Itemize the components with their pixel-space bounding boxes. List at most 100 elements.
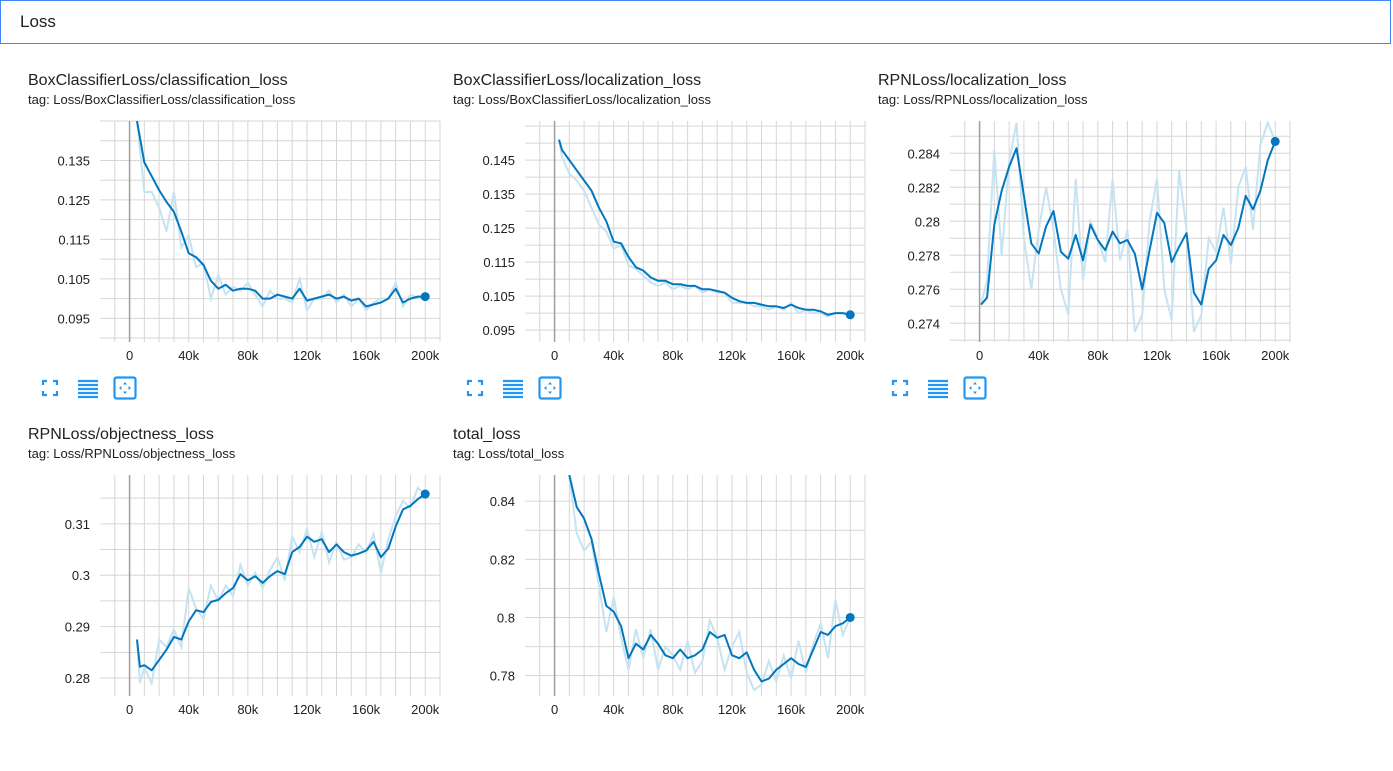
chart-tag: tag: Loss/BoxClassifierLoss/localization… [453, 92, 711, 107]
y-tick-label: 0.284 [907, 146, 940, 161]
fit-domain-icon[interactable] [538, 376, 562, 400]
y-tick-label: 0.115 [483, 255, 515, 270]
line-chart[interactable]: 0 40k 80k 120k 160k 200k 0.274 0.276 0.278 0.28 0.… [878, 117, 1298, 377]
x-tick-label: 200k [836, 348, 865, 363]
toggle-log-scale-icon[interactable] [501, 376, 525, 400]
chart-title: BoxClassifierLoss/localization_loss [453, 72, 702, 89]
x-tick-label: 40k [178, 702, 199, 717]
fullscreen-icon[interactable] [463, 376, 487, 400]
y-tick-label: 0.095 [57, 311, 90, 326]
raw-series-line [558, 139, 851, 318]
x-tick-label: 80k [662, 348, 683, 363]
y-tick-label: 0.115 [58, 232, 90, 247]
x-tick-label: 0 [551, 702, 558, 717]
y-tick-label: 0.78 [490, 669, 515, 684]
smoothed-series-line [568, 475, 851, 683]
y-tick-label: 0.145 [482, 153, 515, 168]
x-tick-label: 80k [662, 702, 683, 717]
x-tick-label: 80k [237, 348, 258, 363]
toggle-log-scale-icon[interactable] [926, 376, 950, 400]
y-tick-label: 0.29 [65, 620, 90, 635]
y-tick-label: 0.84 [490, 494, 515, 509]
x-tick-label: 80k [1087, 348, 1108, 363]
x-tick-label: 40k [603, 348, 624, 363]
y-tick-label: 0.125 [57, 193, 90, 208]
smoothed-series-line [136, 121, 426, 308]
last-point-marker [420, 489, 430, 499]
y-tick-label: 0.125 [482, 221, 515, 236]
chart-tag: tag: Loss/RPNLoss/objectness_loss [28, 446, 236, 461]
chart-tag: tag: Loss/total_loss [453, 446, 565, 461]
chart-card: RPNLoss/objectness_loss tag: Loss/RPNLoss… [28, 426, 448, 771]
x-tick-label: 200k [411, 348, 440, 363]
line-chart[interactable]: 0 40k 80k 120k 160k 200k 0.28 0.29 0.3 0.31 [28, 471, 448, 731]
x-tick-label: 0 [976, 348, 983, 363]
chart-title: total_loss [453, 426, 521, 443]
x-tick-label: 160k [352, 702, 381, 717]
y-tick-label: 0.095 [482, 323, 515, 338]
y-tick-label: 0.105 [57, 272, 90, 287]
toggle-log-scale-icon[interactable] [76, 376, 100, 400]
x-tick-label: 160k [777, 702, 806, 717]
y-tick-label: 0.276 [907, 282, 940, 297]
chart-title: BoxClassifierLoss/classification_loss [28, 72, 288, 89]
y-tick-label: 0.135 [57, 153, 90, 168]
smoothed-series-line [558, 139, 851, 316]
x-tick-label: 200k [1261, 348, 1290, 363]
y-tick-label: 0.28 [915, 214, 940, 229]
x-tick-label: 0 [126, 702, 133, 717]
x-tick-label: 0 [126, 348, 133, 363]
raw-series-line [980, 121, 1277, 333]
x-tick-label: 160k [352, 348, 381, 363]
last-point-marker [420, 292, 430, 302]
y-tick-label: 0.105 [482, 289, 515, 304]
x-tick-label: 0 [551, 348, 558, 363]
raw-series-line [568, 475, 852, 692]
chart-title: RPNLoss/localization_loss [878, 72, 1067, 89]
raw-series-line [136, 121, 426, 313]
x-tick-label: 200k [411, 702, 440, 717]
chart-tag: tag: Loss/RPNLoss/localization_loss [878, 92, 1088, 107]
x-tick-label: 40k [603, 702, 624, 717]
smoothed-series-line [980, 141, 1277, 306]
tag-filter-bar[interactable]: Loss [0, 0, 1391, 44]
chart-card: total_loss tag: Loss/total_loss 0 40k 80k 120… [453, 426, 873, 771]
x-tick-label: 200k [836, 702, 865, 717]
category-title: Loss [20, 12, 56, 31]
x-tick-label: 40k [1028, 348, 1049, 363]
x-tick-label: 120k [1143, 348, 1172, 363]
fit-domain-icon[interactable] [963, 376, 987, 400]
chart-title: RPNLoss/objectness_loss [28, 426, 214, 443]
y-tick-label: 0.282 [907, 180, 940, 195]
line-chart[interactable]: 0 40k 80k 120k 160k 200k 0.78 0.8 0.82 0.84 [453, 471, 873, 731]
chart-card: BoxClassifierLoss/localization_loss tag: … [453, 72, 873, 417]
y-tick-label: 0.135 [482, 187, 515, 202]
grid [100, 120, 441, 342]
y-tick-label: 0.278 [907, 248, 940, 263]
y-tick-label: 0.3 [72, 568, 90, 583]
fullscreen-icon[interactable] [888, 376, 912, 400]
y-tick-label: 0.8 [497, 610, 515, 625]
x-tick-label: 120k [293, 702, 322, 717]
y-tick-label: 0.274 [907, 316, 940, 331]
fullscreen-icon[interactable] [38, 376, 62, 400]
last-point-marker [1270, 136, 1280, 146]
chart-tag: tag: Loss/BoxClassifierLoss/classificati… [28, 92, 296, 107]
y-tick-label: 0.31 [65, 517, 90, 532]
x-tick-label: 160k [777, 348, 806, 363]
last-point-marker [845, 310, 855, 320]
x-tick-label: 40k [178, 348, 199, 363]
last-point-marker [845, 612, 855, 622]
line-chart[interactable]: 0 40k 80k 120k 160k 200k 0.095 0.105 0.115 0.125 0… [28, 117, 448, 377]
x-tick-label: 120k [293, 348, 322, 363]
y-tick-label: 0.28 [65, 671, 90, 686]
smoothed-series-line [136, 493, 426, 672]
grid [525, 475, 866, 696]
grid [525, 121, 866, 342]
fit-domain-icon[interactable] [113, 376, 137, 400]
line-chart[interactable]: 0 40k 80k 120k 160k 200k 0.095 0.105 0.115 0.125 0… [453, 117, 873, 377]
y-tick-label: 0.82 [490, 552, 515, 567]
x-tick-label: 120k [718, 348, 747, 363]
grid [100, 475, 441, 696]
